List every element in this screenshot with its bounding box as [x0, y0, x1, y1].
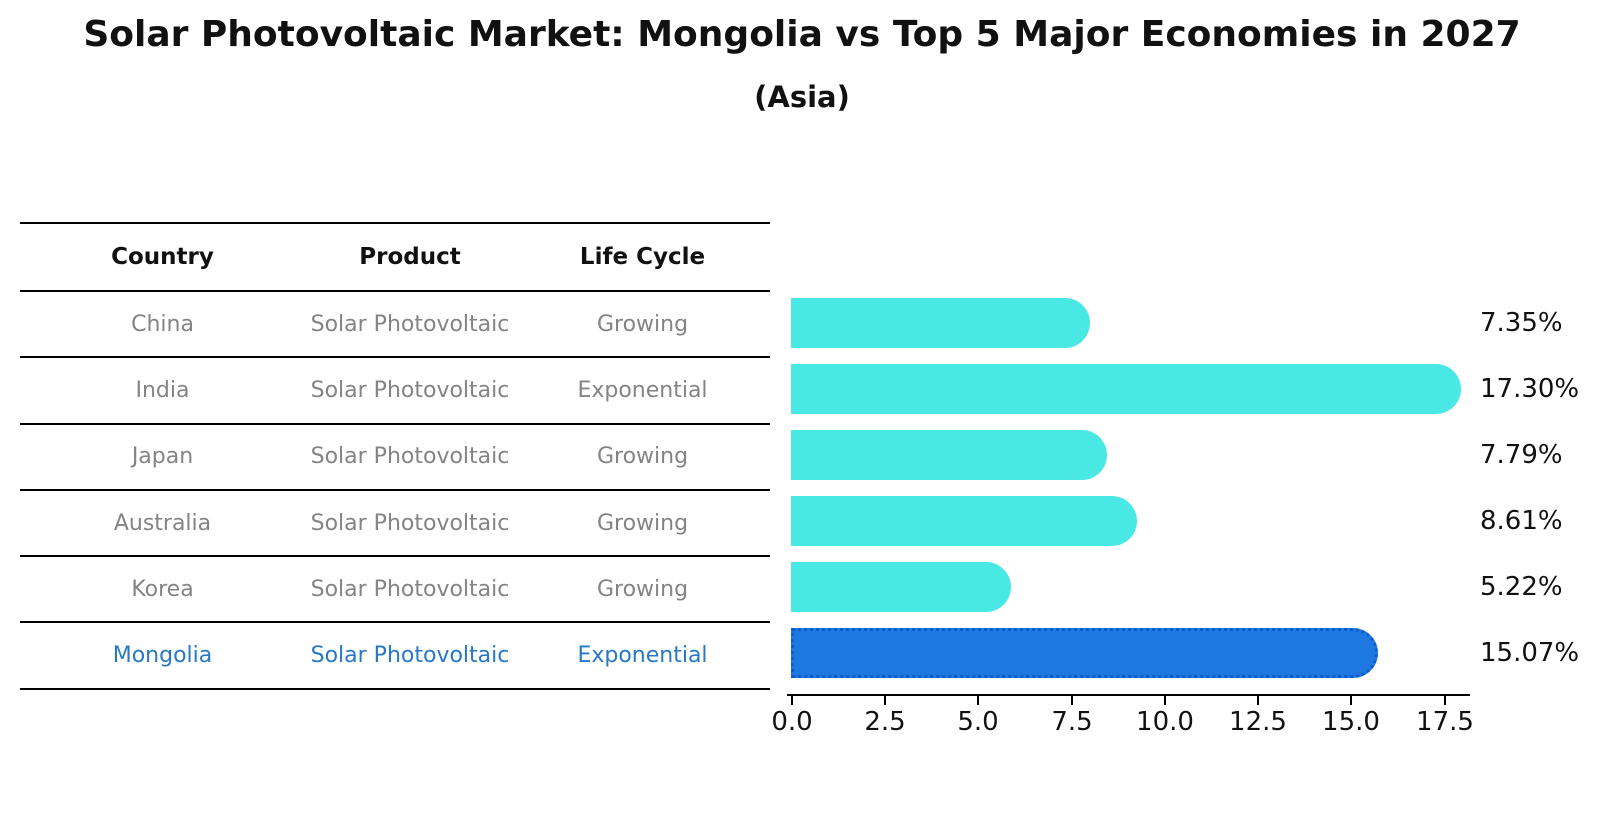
cell-life-cycle: Exponential: [577, 377, 708, 403]
value-label-mongolia: 15.07%: [1480, 638, 1580, 668]
bar-australia: [791, 496, 1138, 546]
x-tick-mark: [791, 696, 793, 705]
x-tick-label: 17.5: [1416, 707, 1474, 737]
cell-country: Australia: [113, 510, 212, 536]
cell-life-cycle: Growing: [596, 444, 689, 470]
x-axis-spine: [787, 694, 1470, 696]
cell-country: Mongolia: [112, 643, 213, 669]
cell-country: India: [135, 377, 190, 403]
cell-product: Solar Photovoltaic: [310, 643, 510, 669]
bar-japan: [791, 430, 1107, 480]
cell-life-cycle: Growing: [596, 510, 689, 536]
x-tick-label: 5.0: [957, 707, 999, 737]
x-tick-label: 0.0: [771, 707, 813, 737]
bar-india: [791, 364, 1462, 414]
cell-life-cycle: Growing: [596, 311, 689, 337]
cell-country: China: [131, 311, 194, 337]
table-row-india: India Solar Photovoltaic Exponential: [20, 358, 770, 425]
value-label-australia: 8.61%: [1480, 506, 1563, 536]
bar-mongolia: [791, 628, 1379, 678]
value-label-india: 17.30%: [1480, 374, 1580, 404]
table-row-mongolia: Mongolia Solar Photovoltaic Exponential: [20, 623, 770, 690]
x-tick-mark: [1444, 696, 1446, 705]
x-tick-label: 12.5: [1229, 707, 1287, 737]
x-tick-mark: [1164, 696, 1166, 705]
column-header-life-cycle: Life Cycle: [579, 244, 706, 270]
x-tick-label: 10.0: [1136, 707, 1194, 737]
cell-country: Japan: [131, 444, 194, 470]
table-row-australia: Australia Solar Photovoltaic Growing: [20, 491, 770, 558]
value-label-japan: 7.79%: [1480, 440, 1563, 470]
x-tick-label: 7.5: [1051, 707, 1093, 737]
value-label-china: 7.35%: [1480, 308, 1563, 338]
column-header-country: Country: [111, 244, 214, 270]
table-row-china: China Solar Photovoltaic Growing: [20, 292, 770, 359]
cell-product: Solar Photovoltaic: [310, 444, 510, 470]
cell-country: Korea: [131, 576, 194, 602]
cell-product: Solar Photovoltaic: [310, 311, 510, 337]
value-label-korea: 5.22%: [1480, 572, 1563, 602]
cell-product: Solar Photovoltaic: [310, 510, 510, 536]
x-tick-mark: [1350, 696, 1352, 705]
x-tick-mark: [884, 696, 886, 705]
x-tick-mark: [1257, 696, 1259, 705]
cell-life-cycle: Growing: [596, 576, 689, 602]
cell-product: Solar Photovoltaic: [310, 377, 510, 403]
bar-korea: [791, 562, 1011, 612]
x-tick-label: 2.5: [864, 707, 906, 737]
bar-china: [791, 298, 1091, 348]
x-tick-mark: [1071, 696, 1073, 705]
chart-title: Solar Photovoltaic Market: Mongolia vs T…: [83, 14, 1521, 55]
data-table: Country Product Life Cycle China Solar P…: [20, 222, 770, 690]
column-header-product: Product: [359, 244, 461, 270]
table-header-row: Country Product Life Cycle: [20, 224, 770, 292]
table-row-korea: Korea Solar Photovoltaic Growing: [20, 557, 770, 624]
x-tick-mark: [977, 696, 979, 705]
cell-product: Solar Photovoltaic: [310, 576, 510, 602]
cell-life-cycle: Exponential: [577, 643, 708, 669]
chart-subtitle: (Asia): [754, 80, 850, 114]
x-tick-label: 15.0: [1322, 707, 1380, 737]
table-row-japan: Japan Solar Photovoltaic Growing: [20, 425, 770, 491]
